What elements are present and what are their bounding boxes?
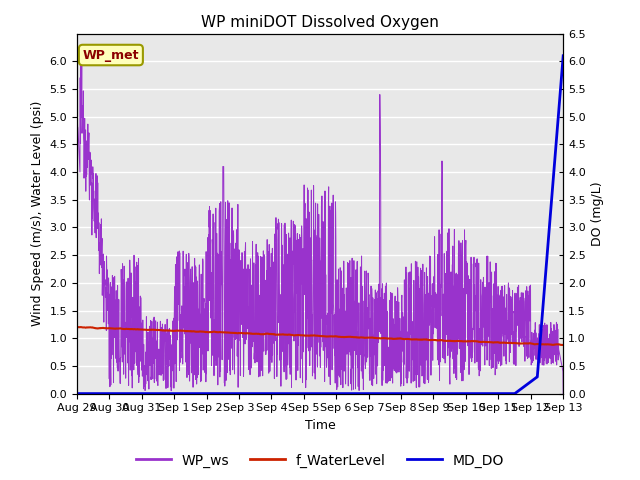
Title: WP miniDOT Dissolved Oxygen: WP miniDOT Dissolved Oxygen bbox=[201, 15, 439, 30]
Y-axis label: DO (mg/L): DO (mg/L) bbox=[591, 181, 604, 246]
Legend: WP_ws, f_WaterLevel, MD_DO: WP_ws, f_WaterLevel, MD_DO bbox=[131, 448, 509, 473]
Y-axis label: Wind Speed (m/s), Water Level (psi): Wind Speed (m/s), Water Level (psi) bbox=[31, 101, 44, 326]
X-axis label: Time: Time bbox=[305, 419, 335, 432]
Text: WP_met: WP_met bbox=[83, 48, 139, 61]
